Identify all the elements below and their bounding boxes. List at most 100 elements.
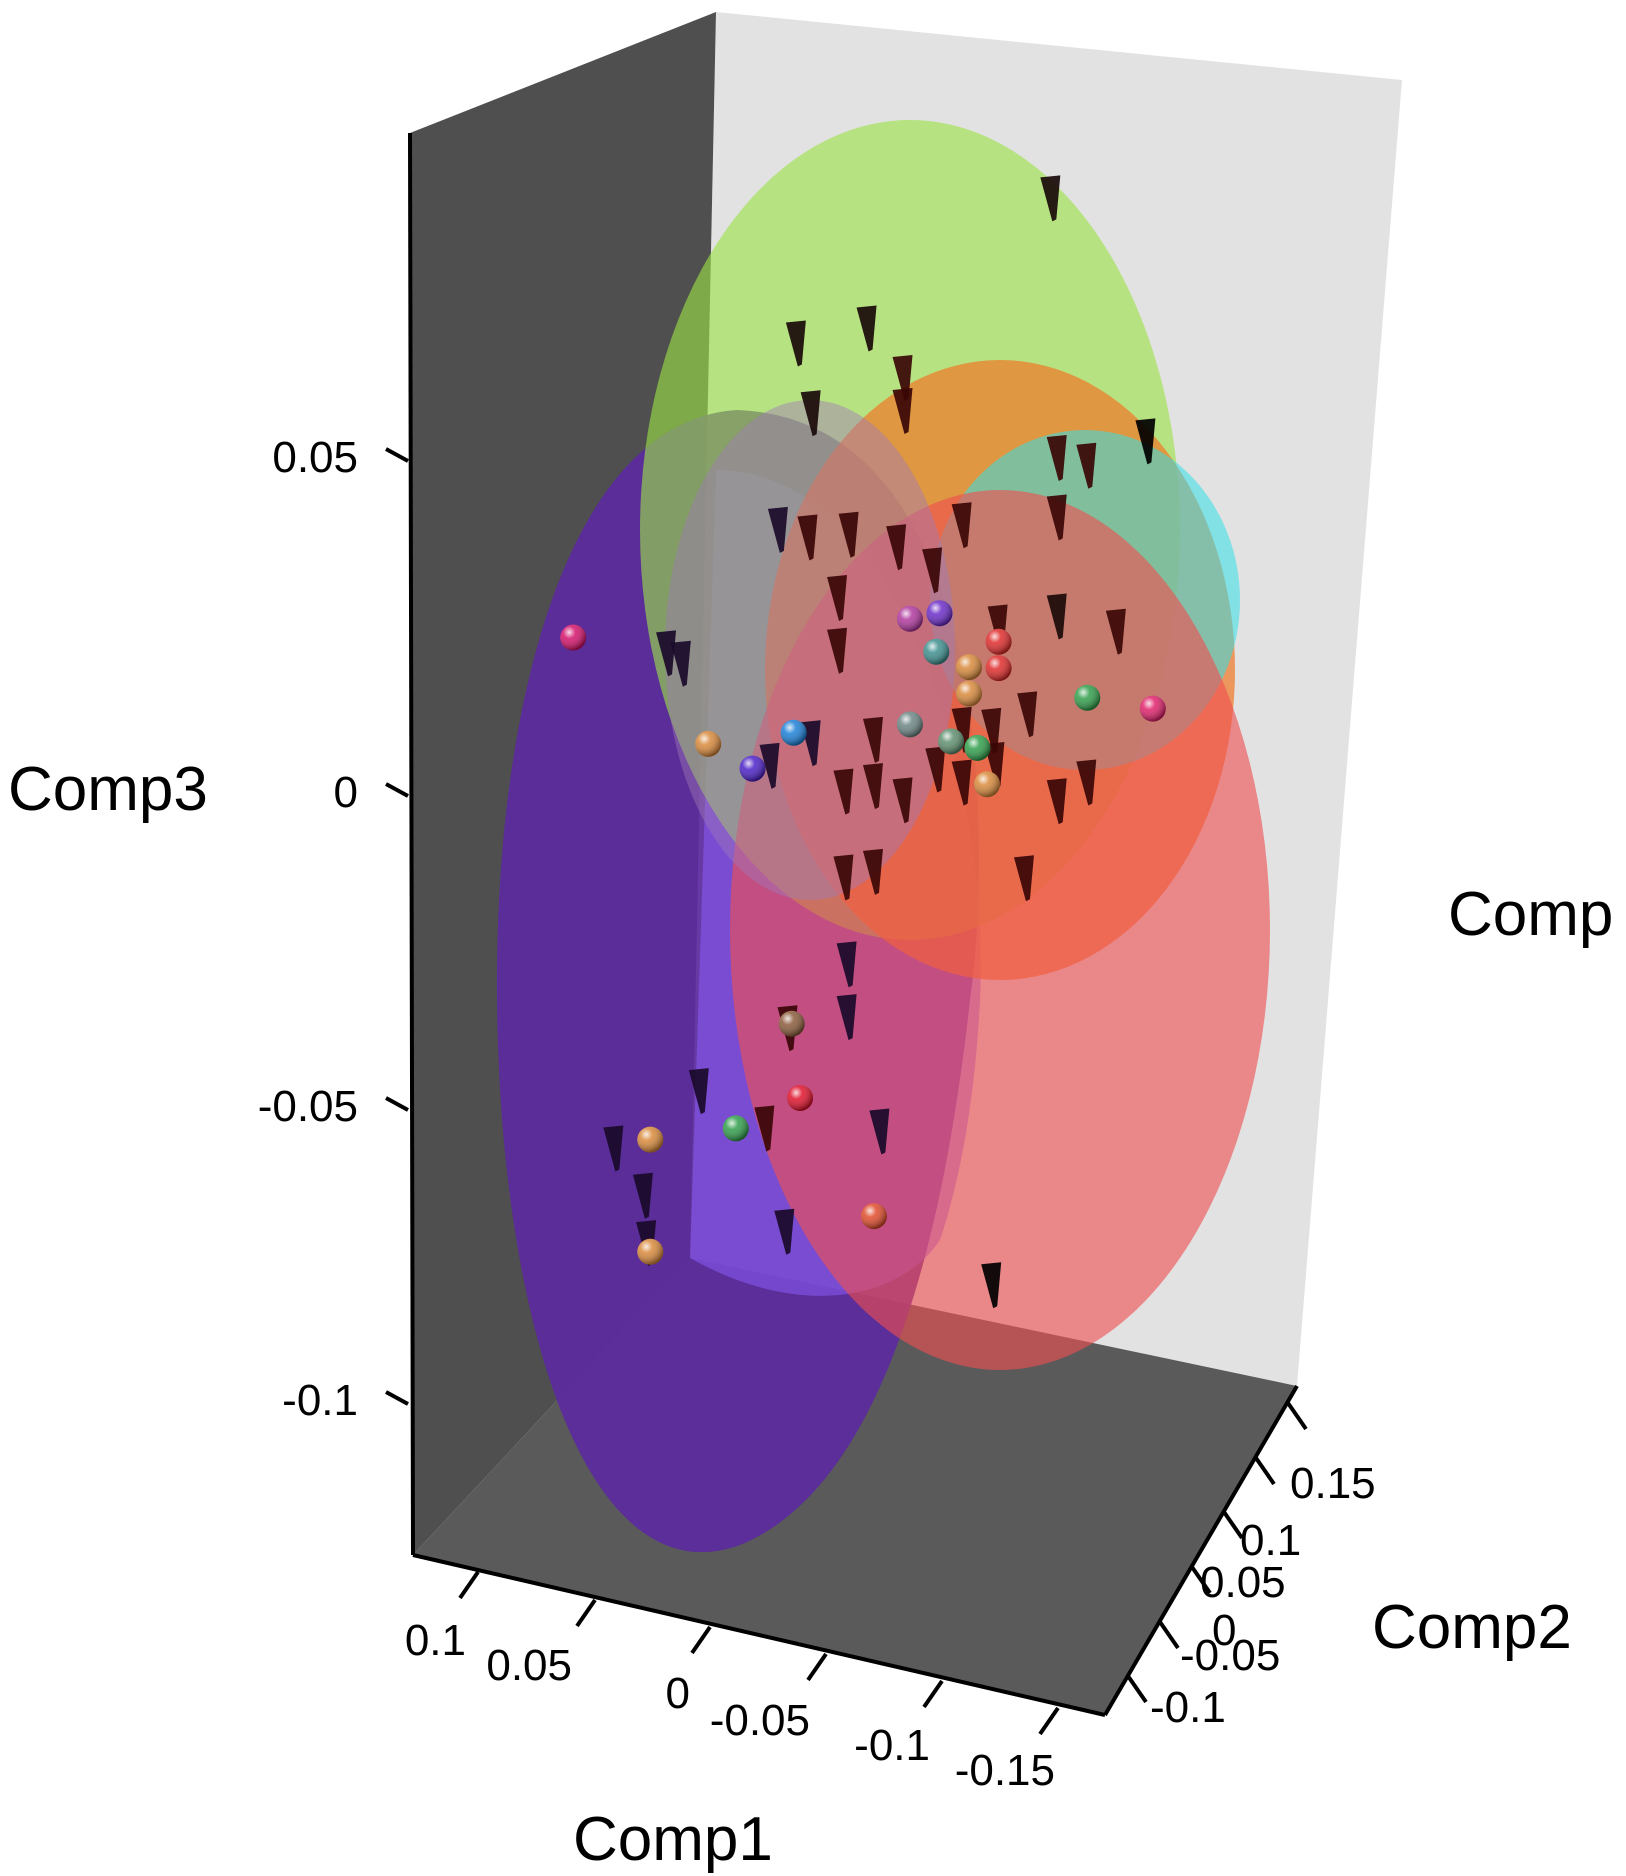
cone-point: [1046, 435, 1067, 482]
y-tick-mark: [1254, 1456, 1276, 1486]
cone-point: [833, 768, 854, 815]
y-tick-label: 0: [1212, 1606, 1236, 1655]
x-axis-title: Comp1: [573, 1805, 773, 1874]
x-tick-mark: [690, 1625, 712, 1655]
cone-point: [862, 848, 883, 895]
y-tick-mark: [1126, 1674, 1148, 1704]
z-tick-label: -0.05: [258, 1082, 358, 1131]
cone-point: [838, 511, 859, 558]
x-tick-mark: [458, 1570, 480, 1600]
sphere-point-shading: [1139, 695, 1166, 722]
x-tick-mark: [1038, 1706, 1060, 1736]
cone-point: [1076, 442, 1097, 489]
y-tick-label: 0.15: [1290, 1459, 1376, 1508]
cone-point: [981, 1262, 1002, 1309]
cone-point: [759, 742, 780, 789]
cone-point: [827, 627, 847, 674]
z-tick-label: 0: [334, 768, 358, 817]
sphere-point-shading: [896, 605, 923, 632]
cone-point: [981, 707, 1002, 754]
sphere-point-shading: [985, 628, 1012, 655]
sphere-point-shading: [956, 654, 983, 681]
sphere-point-shading: [956, 680, 983, 707]
cone-point: [603, 1125, 624, 1172]
cone-point: [1013, 855, 1034, 902]
cone-point: [827, 575, 847, 621]
z-tick-label: 0.05: [272, 433, 358, 482]
cone-point: [869, 1108, 890, 1155]
cone-point: [1046, 494, 1067, 541]
cone-point: [862, 763, 883, 810]
x-axis-ticks: 0.1 0.05 0 -0.05 -0.1 -0.15: [405, 1570, 1060, 1795]
sphere-point-shading: [637, 1238, 664, 1265]
cone-point: [1076, 759, 1097, 806]
cone-point: [767, 506, 788, 553]
ellipsoid-red: [730, 490, 1270, 1370]
cone-point: [856, 305, 877, 352]
cone-point: [1135, 418, 1156, 465]
cone-point: [754, 1105, 775, 1152]
sphere-point-shading: [637, 1126, 664, 1153]
sphere-point-shading: [695, 730, 722, 757]
x-tick-mark: [575, 1598, 597, 1628]
cone-point: [892, 387, 913, 434]
x-tick-label: -0.05: [710, 1696, 810, 1745]
cone-point: [951, 502, 972, 549]
x-tick-mark: [806, 1652, 828, 1682]
sphere-point-shading: [560, 624, 587, 651]
cone-markers: [603, 175, 1156, 1309]
cone-point: [984, 742, 1005, 789]
sphere-point-shading: [974, 771, 1001, 798]
y-tick-label: -0.05: [1180, 1631, 1280, 1680]
x-tick-label: -0.1: [854, 1721, 930, 1770]
cone-point: [670, 640, 691, 687]
y-tick-mark: [1286, 1401, 1308, 1431]
cone-point: [1040, 175, 1061, 222]
y-tick-label: 0.05: [1200, 1558, 1286, 1607]
sphere-point-shading: [787, 1084, 814, 1111]
cone-point: [800, 390, 821, 437]
sphere-point-shading: [1074, 684, 1101, 711]
y-tick-mark: [1158, 1620, 1180, 1650]
sphere-point-shading: [938, 728, 965, 755]
cone-point: [785, 320, 806, 367]
cone-point: [862, 716, 883, 763]
cone-point: [836, 994, 857, 1041]
extra-axis-title: Comp: [1448, 880, 1613, 949]
y-tick-mark: [1222, 1510, 1244, 1540]
cone-point: [951, 759, 972, 806]
z-tick-mark: [385, 1096, 409, 1112]
x-tick-label: 0.05: [486, 1641, 572, 1690]
y-axis-title: Comp2: [1372, 1593, 1572, 1662]
z-tick-mark: [385, 1390, 409, 1406]
sphere-point-shading: [722, 1115, 749, 1142]
y-axis-line: [1103, 1384, 1299, 1717]
sphere-point-shading: [860, 1203, 887, 1230]
cone-point: [886, 524, 907, 571]
z-axis-line: [408, 132, 415, 1556]
cone-point: [632, 1172, 653, 1219]
cone-point: [925, 746, 946, 793]
cone-point: [688, 1068, 709, 1115]
y-tick-mark: [1190, 1565, 1212, 1595]
cone-point: [797, 514, 818, 561]
ellipsoid-mauve: [665, 400, 955, 900]
sphere-point-shading: [926, 600, 953, 627]
y-tick-label: 0.1: [1240, 1516, 1301, 1565]
z-tick-label: -0.1: [282, 1376, 358, 1425]
z-axis-ticks: 0.05 0 -0.05 -0.1: [258, 433, 409, 1425]
z-axis-title: Comp3: [8, 755, 208, 824]
sphere-markers: [560, 600, 1166, 1265]
x-axis-line: [412, 1553, 1106, 1717]
cone-point: [1105, 608, 1126, 655]
x-tick-label: -0.15: [955, 1746, 1055, 1795]
cone-point: [1046, 593, 1067, 640]
x-tick-mark: [922, 1679, 944, 1709]
x-tick-label: 0.1: [405, 1616, 466, 1665]
z-tick-mark: [385, 447, 409, 463]
cone-point: [1017, 691, 1038, 738]
sphere-point-shading: [778, 1010, 805, 1037]
sphere-point-shading: [985, 655, 1012, 682]
